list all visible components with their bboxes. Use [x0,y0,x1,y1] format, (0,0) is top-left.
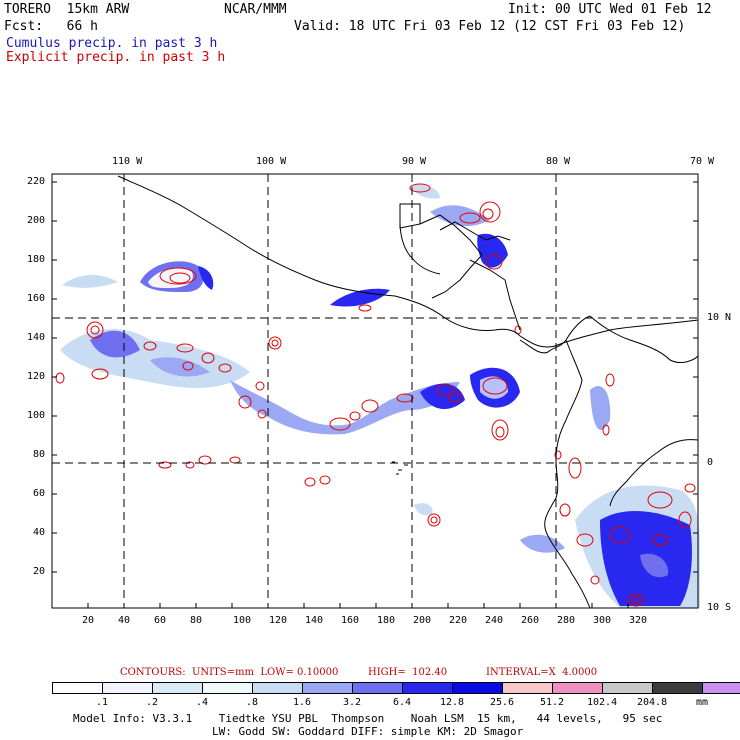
colorbar-swatch [352,682,403,694]
lon-label-100w: 100 W [256,156,287,167]
model-info: Model Info: V3.3.1 Tiedtke YSU PBL Thomp… [73,712,663,725]
map-frame [51,173,699,609]
cumulus-precip-areas [60,184,700,608]
lat-label-10n: 10 N [707,312,732,323]
x-tick-label: 20 [82,615,95,626]
field-explicit-label: Explicit precip. in past 3 h [6,50,226,65]
y-tick-label: 80 [33,449,46,460]
x-tick-label: 120 [269,615,288,626]
lon-label-80w: 80 W [546,156,571,167]
colorbar-swatch [602,682,653,694]
y-tick-label: 40 [33,527,46,538]
lat-lon-grid [52,174,698,608]
colorbar-tick-label: 51.2 [540,697,565,708]
forecast-hour: Fcst: 66 h [4,19,98,34]
x-tick-label: 140 [305,615,324,626]
institution-label: NCAR/MMM [224,2,287,17]
colorbar-swatch [52,682,103,694]
contour-interval: INTERVAL=X 4.0000 [486,667,598,678]
lat-label-10s: 10 S [707,602,732,613]
y-tick-label: 140 [27,332,46,343]
model-title: TORERO 15km ARW [4,2,130,17]
colorbar-swatch [502,682,553,694]
lon-label-110w: 110 W [112,156,143,167]
x-tick-label: 200 [413,615,432,626]
colorbar-swatch [202,682,253,694]
colorbar-swatch [102,682,153,694]
axis-ticks [52,181,698,608]
colorbar-swatch [402,682,453,694]
colorbar-units: mm [696,697,709,708]
colorbar-tick-label: .8 [246,697,259,708]
init-time: Init: 00 UTC Wed 01 Feb 12 [508,2,712,17]
x-tick-label: 300 [593,615,612,626]
explicit-precip-contours [55,183,696,607]
colorbar-tick-label: 6.4 [393,697,412,708]
x-tick-label: 280 [557,615,576,626]
colorbar-swatch [652,682,703,694]
colorbar-tick-label: 102.4 [587,697,618,708]
x-tick-label: 40 [118,615,131,626]
contour-high: HIGH= 102.40 [368,667,448,678]
coastlines [117,175,699,609]
valid-time: Valid: 18 UTC Fri 03 Feb 12 (12 CST Fri … [294,19,686,34]
lon-label-70w: 70 W [690,156,715,167]
x-tick-label: 240 [485,615,504,626]
x-tick-label: 80 [190,615,203,626]
y-tick-label: 160 [27,293,46,304]
colorbar-tick-label: .4 [196,697,209,708]
colorbar-swatch [702,682,740,694]
x-tick-label: 160 [341,615,360,626]
colorbar-swatch [252,682,303,694]
x-tick-label: 60 [154,615,167,626]
colorbar-swatch [152,682,203,694]
colorbar-tick-label: 3.2 [343,697,362,708]
lat-label-0: 0 [707,457,714,468]
colorbar-tick-label: 1.6 [293,697,312,708]
y-tick-label: 200 [27,215,46,226]
colorbar-tick-label: 12.8 [440,697,465,708]
physics-info: LW: Godd SW: Goddard DIFF: simple KM: 2D… [212,725,524,738]
colorbar-swatch [552,682,603,694]
y-tick-label: 100 [27,410,46,421]
field-cumulus-label: Cumulus precip. in past 3 h [6,36,218,51]
x-tick-label: 220 [449,615,468,626]
lon-label-90w: 90 W [402,156,427,167]
colorbar-tick-label: .1 [96,697,109,708]
y-tick-label: 60 [33,488,46,499]
contour-units-low: CONTOURS: UNITS=mm LOW= 0.10000 [120,667,339,678]
y-tick-label: 120 [27,371,46,382]
colorbar-tick-label: .2 [146,697,159,708]
colorbar-swatch [452,682,503,694]
x-tick-label: 180 [377,615,396,626]
y-tick-label: 180 [27,254,46,265]
colorbar-swatch [302,682,353,694]
colorbar-tick-label: 25.6 [490,697,515,708]
y-tick-label: 20 [33,566,46,577]
y-tick-label: 220 [27,176,46,187]
x-tick-label: 260 [521,615,540,626]
x-tick-label: 100 [233,615,252,626]
x-tick-label: 320 [629,615,648,626]
colorbar-tick-label: 204.8 [637,697,668,708]
